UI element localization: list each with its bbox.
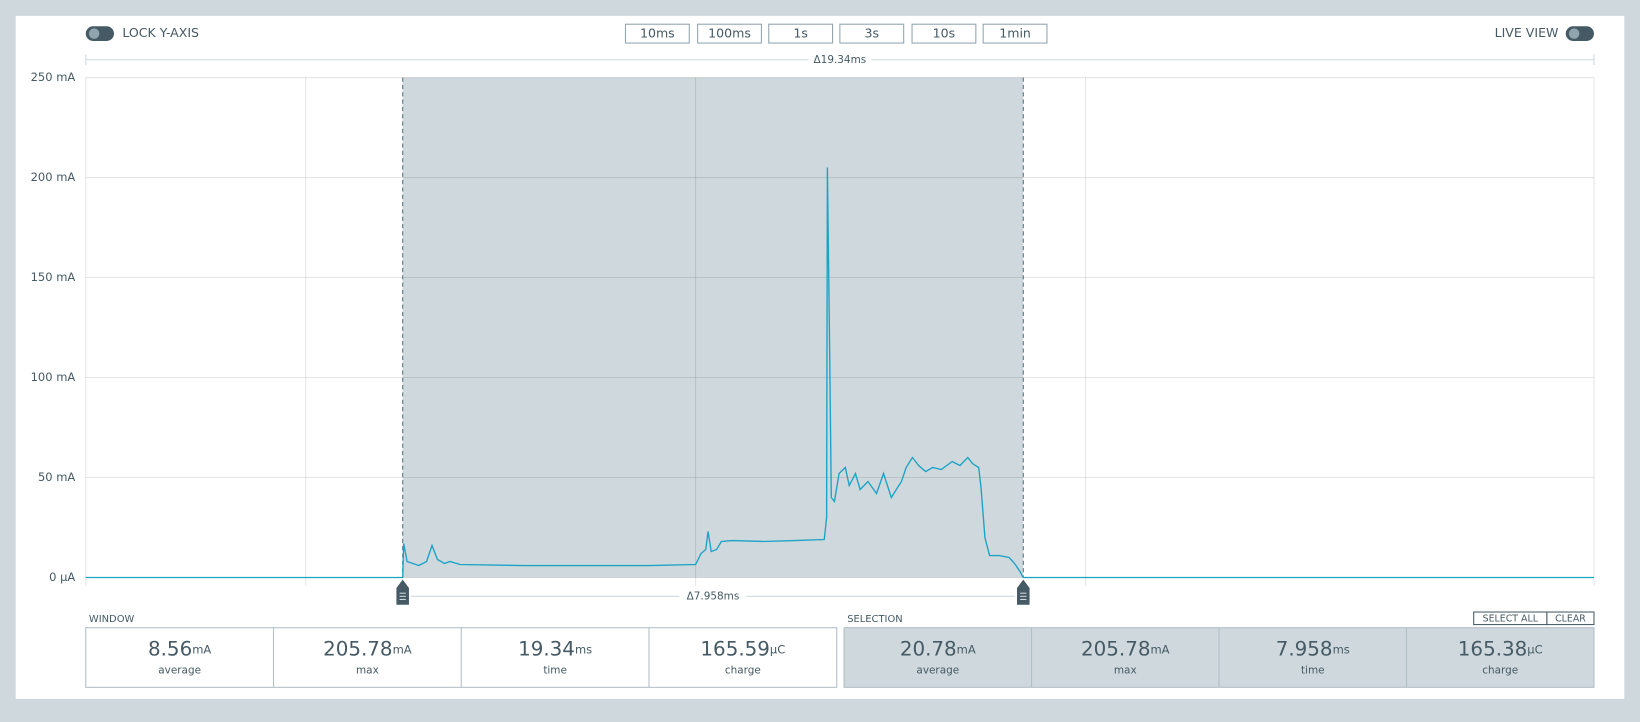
- y-tick-label: 200 mA: [31, 170, 76, 184]
- y-tick-label: 100 mA: [31, 370, 76, 384]
- button-frame: [982, 23, 1048, 44]
- stat-readout: 19.34ms: [518, 637, 592, 660]
- time-button[interactable]: 1min: [982, 23, 1048, 44]
- stat-unit: mA: [192, 642, 211, 656]
- stat-unit: mA: [393, 642, 412, 656]
- button-label: CLEAR: [1555, 613, 1586, 624]
- stat-readout: 7.958ms: [1276, 637, 1350, 660]
- live-toggle[interactable]: [1565, 26, 1594, 41]
- selection-delta: Δ7.958ms: [687, 590, 740, 602]
- stat-label: average: [158, 665, 201, 677]
- stat-unit: mA: [957, 642, 976, 656]
- stat-value: 165.38: [1458, 637, 1528, 660]
- button-frame: [1546, 611, 1595, 626]
- button-frame: [911, 23, 977, 44]
- stat-label: charge: [725, 665, 761, 677]
- stat-label: time: [543, 665, 567, 677]
- y-tick-label: 150 mA: [31, 270, 76, 284]
- current-trace: [85, 167, 1594, 579]
- toggle-knob: [1568, 28, 1580, 39]
- panel-label: SELECTION: [847, 614, 903, 625]
- time-button[interactable]: 1s: [768, 23, 834, 44]
- button-frame: [768, 23, 834, 44]
- label-gap: [808, 52, 872, 68]
- button-frame: [697, 23, 762, 44]
- live-label: LIVE VIEW: [1495, 25, 1559, 40]
- stat-value: 8.56: [148, 637, 192, 660]
- stat-readout: 8.56mA: [148, 637, 211, 660]
- stat-label: charge: [1482, 665, 1518, 677]
- button-label: 3s: [865, 26, 880, 41]
- panel-button[interactable]: CLEAR: [1546, 611, 1595, 626]
- stat-value: 20.78: [900, 637, 957, 660]
- panel-button[interactable]: SELECT ALL: [1473, 611, 1548, 626]
- time-button[interactable]: 10ms: [624, 23, 690, 44]
- lock-label: LOCK Y-AXIS: [122, 25, 199, 40]
- stat-value: 165.59: [700, 637, 770, 660]
- stat-value: 205.78: [1081, 637, 1151, 660]
- handle-shape: [396, 579, 409, 605]
- button-label: 10s: [933, 26, 956, 41]
- stat-value: 205.78: [323, 637, 393, 660]
- stat-label: max: [356, 665, 379, 677]
- stat-unit: µC: [1527, 642, 1542, 656]
- selection-region: [402, 77, 1024, 578]
- button-frame: [839, 23, 905, 44]
- stat-readout: 165.38µC: [1458, 637, 1543, 660]
- handle-shape: [1017, 579, 1030, 605]
- label-gap: [679, 589, 747, 604]
- stat-value: 19.34: [518, 637, 575, 660]
- time-button[interactable]: 100ms: [697, 23, 762, 44]
- stat-unit: ms: [1333, 642, 1350, 656]
- selection-handle[interactable]: [1017, 579, 1030, 605]
- stat-readout: 165.59µC: [700, 637, 785, 660]
- button-label: SELECT ALL: [1483, 613, 1539, 624]
- y-tick-label: 250 mA: [31, 70, 76, 84]
- stat-readout: 205.78mA: [1081, 637, 1170, 660]
- time-button[interactable]: 10s: [911, 23, 977, 44]
- stat-label: time: [1301, 665, 1325, 677]
- button-frame: [624, 23, 690, 44]
- stat-value: 7.958: [1276, 637, 1333, 660]
- panel-label: WINDOW: [89, 614, 135, 625]
- time-button[interactable]: 3s: [839, 23, 905, 44]
- stat-label: average: [916, 665, 959, 677]
- stat-unit: ms: [575, 642, 592, 656]
- stat-label: max: [1114, 665, 1137, 677]
- y-tick-label: 0 µA: [49, 570, 75, 584]
- stat-unit: µC: [770, 642, 785, 656]
- y-tick-label: 50 mA: [38, 470, 75, 484]
- stat-readout: 205.78mA: [323, 637, 412, 660]
- button-label: 1min: [999, 26, 1031, 41]
- button-label: 1s: [793, 26, 808, 41]
- selection-handle[interactable]: [396, 579, 409, 605]
- window-delta: Δ19.34ms: [814, 54, 867, 66]
- stat-unit: mA: [1150, 642, 1169, 656]
- toggle-knob: [88, 28, 100, 39]
- button-label: 100ms: [708, 26, 751, 41]
- lock-toggle[interactable]: [85, 26, 115, 41]
- button-label: 10ms: [640, 26, 675, 41]
- stat-readout: 20.78mA: [900, 637, 976, 660]
